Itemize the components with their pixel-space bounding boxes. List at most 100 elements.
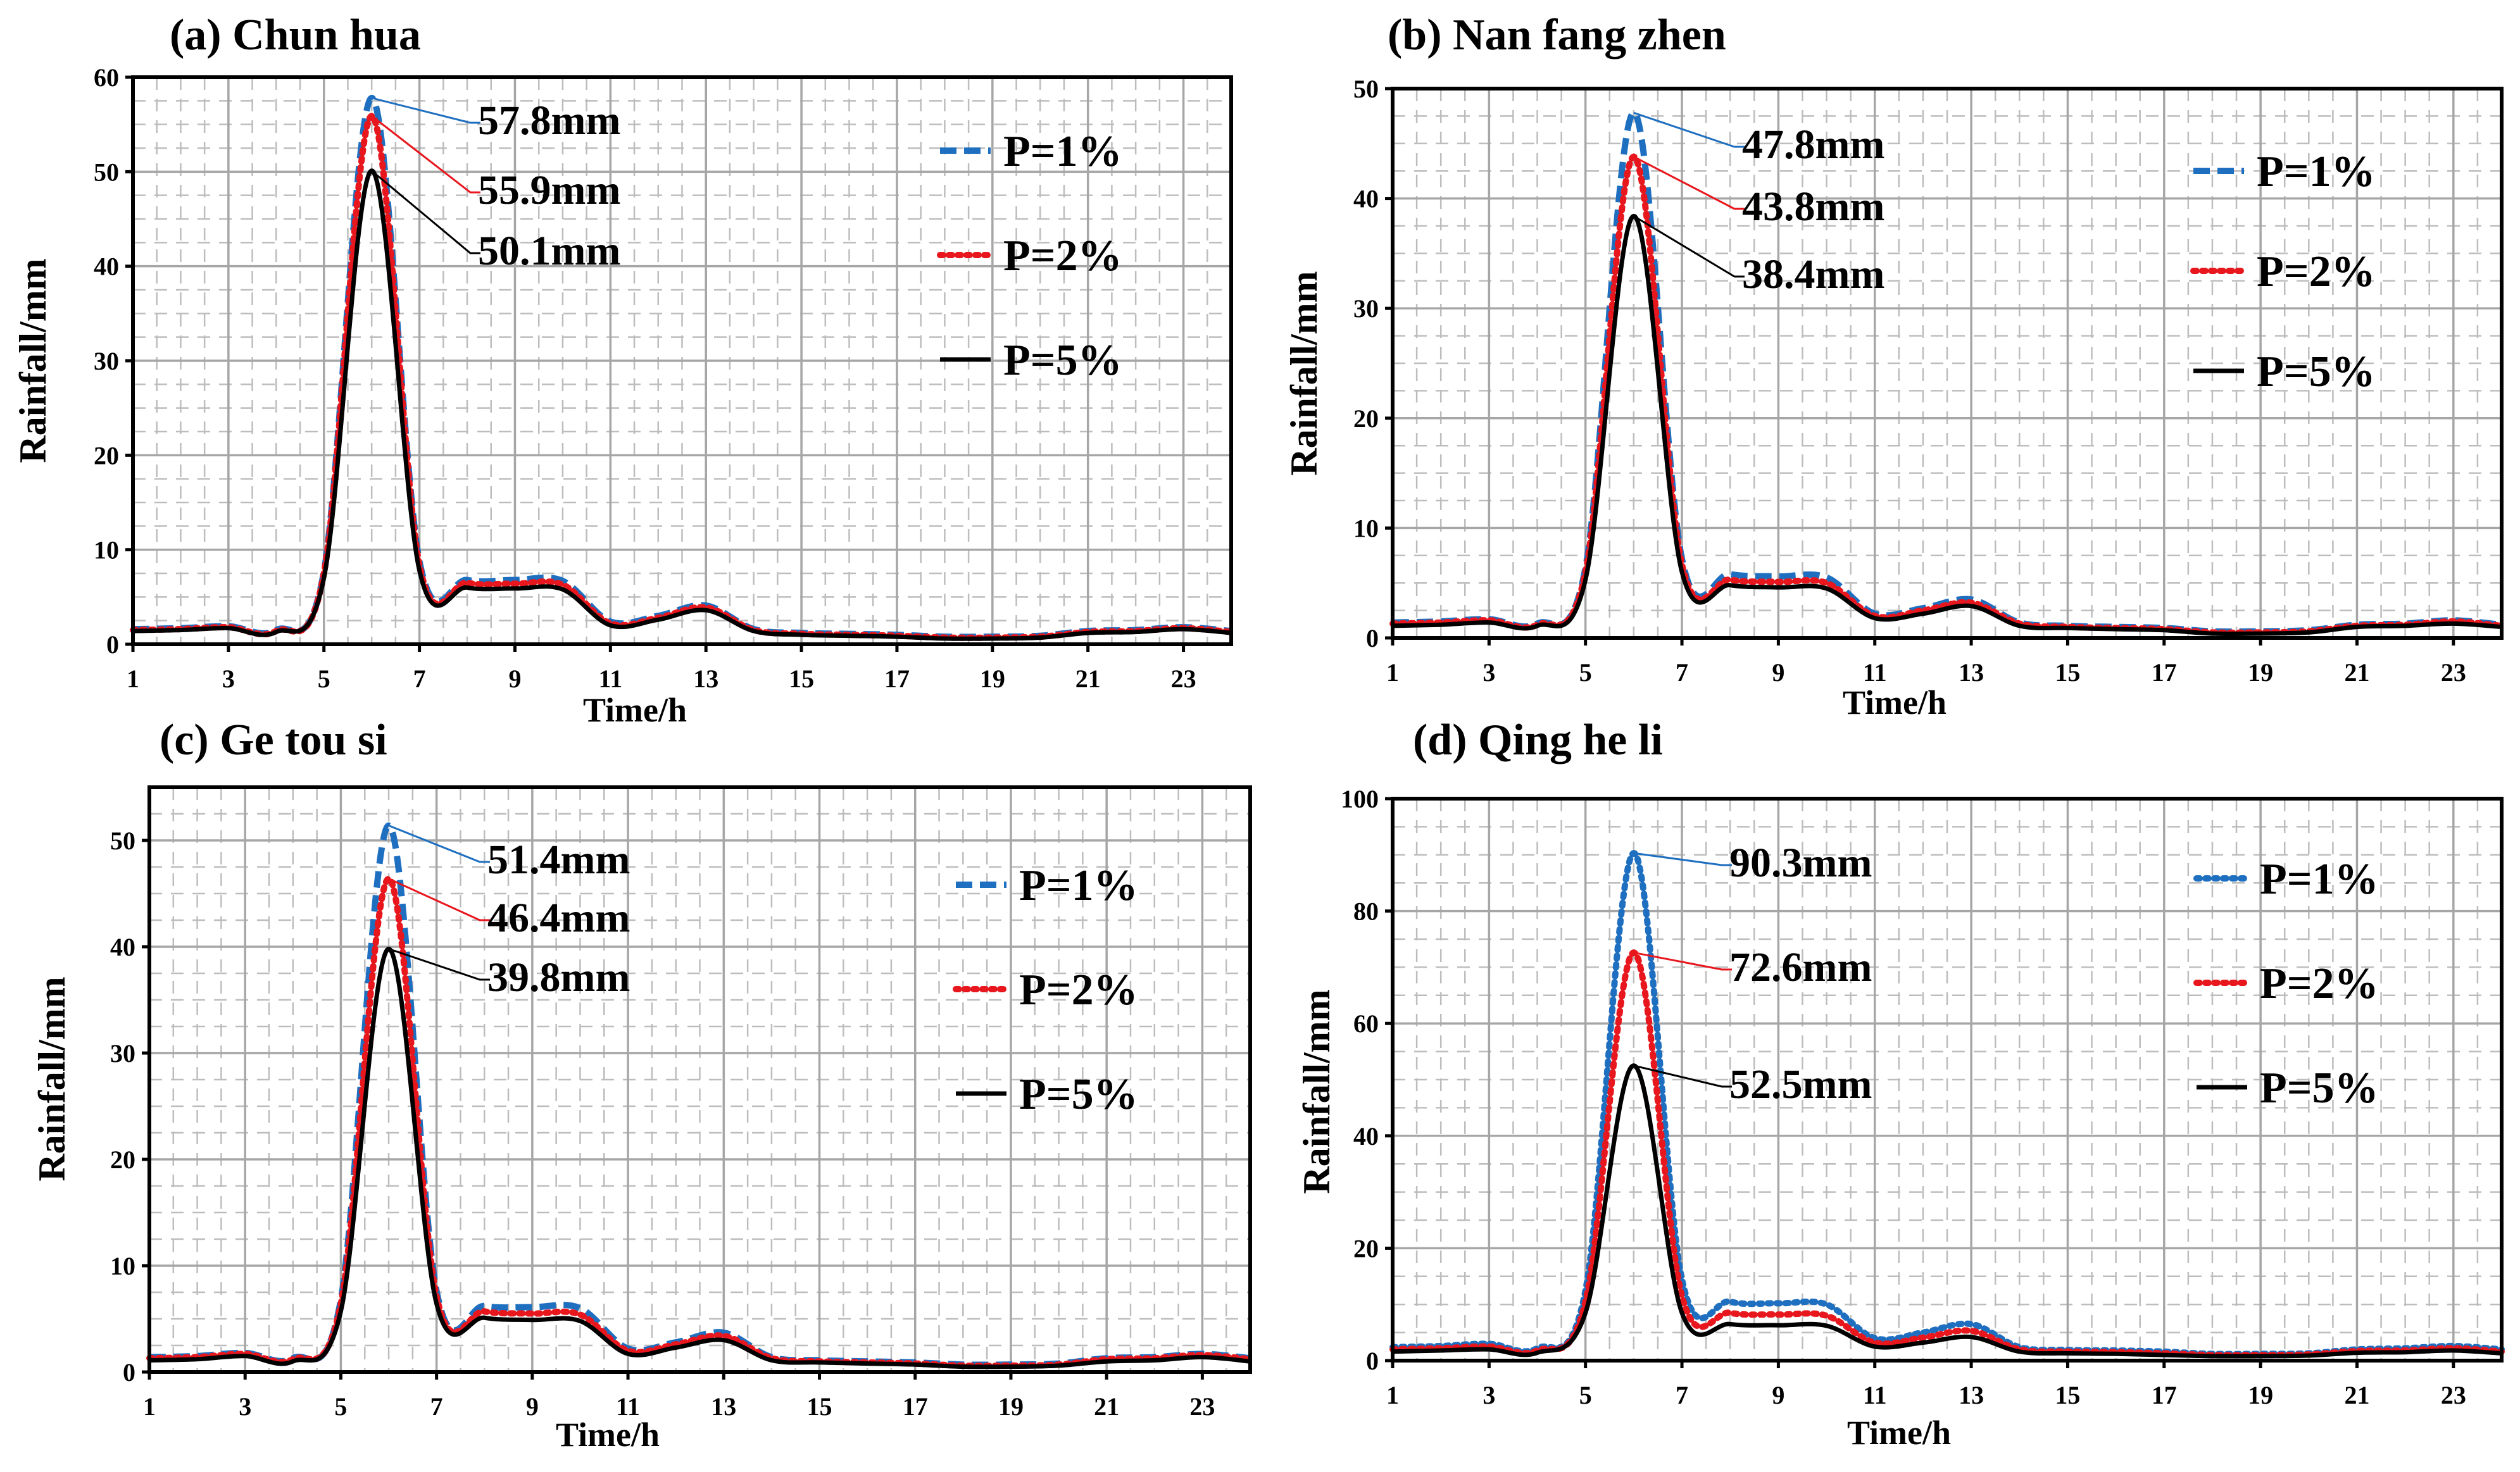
legend-label: P=2% — [2260, 959, 2379, 1008]
x-axis-label: Time/h — [583, 691, 687, 729]
x-tick-label: 7 — [1676, 658, 1688, 687]
y-axis-label: Rainfall/mm — [31, 976, 73, 1181]
plot-frame — [1391, 797, 2504, 1363]
x-tick-label: 21 — [1094, 1392, 1119, 1421]
x-tick-label: 5 — [1579, 1381, 1592, 1409]
y-axis-label: Rainfall/mm — [1283, 271, 1325, 475]
x-tick-label: 21 — [2344, 658, 2369, 687]
legend-label: P=2% — [2257, 247, 2376, 296]
y-tick-label: 10 — [94, 536, 119, 564]
peak-annotation: 51.4mm — [487, 837, 630, 883]
x-tick-label: 23 — [2441, 1381, 2466, 1409]
chart-title: (b) Nan fang zhen — [1388, 11, 1726, 59]
x-tick-label: 9 — [1772, 1381, 1784, 1409]
x-tick-label: 9 — [508, 664, 521, 693]
x-tick-label: 3 — [239, 1392, 251, 1421]
y-tick-label: 80 — [1353, 897, 1379, 926]
x-tick-label: 7 — [413, 664, 426, 693]
peak-annotation: 50.1mm — [478, 228, 620, 274]
annotation-leader-line — [1633, 951, 1732, 971]
x-tick-label: 7 — [1676, 1381, 1688, 1409]
legend-label: P=1% — [1003, 127, 1122, 176]
y-axis-label: Rainfall/mm — [12, 258, 54, 463]
x-tick-label: 5 — [318, 664, 330, 693]
series-line-p5 — [1392, 1063, 2502, 1359]
x-tick-label: 17 — [2152, 658, 2177, 687]
series-line-p5 — [149, 946, 1251, 1369]
y-tick-label: 50 — [1353, 75, 1379, 103]
x-tick-label: 3 — [222, 664, 235, 693]
y-tick-label: 40 — [110, 933, 135, 961]
x-tick-label: 23 — [2441, 658, 2466, 687]
series-line-p5 — [132, 168, 1232, 641]
peak-annotation: 46.4mm — [487, 895, 630, 941]
x-tick-label: 11 — [1863, 1381, 1887, 1409]
y-tick-label: 20 — [110, 1145, 135, 1174]
peak-annotation: 52.5mm — [1729, 1061, 1872, 1107]
y-tick-label: 60 — [1353, 1009, 1379, 1038]
x-tick-label: 5 — [334, 1392, 347, 1421]
legend-label: P=1% — [2260, 855, 2379, 904]
y-tick-label: 40 — [1353, 1122, 1379, 1151]
y-tick-label: 60 — [94, 63, 119, 92]
annotation-leader-line — [388, 947, 490, 981]
annotation-leader-line — [1633, 156, 1745, 210]
peak-annotation: 39.8mm — [487, 954, 630, 1001]
chart-title: (a) Chun hua — [170, 11, 421, 59]
y-tick-label: 40 — [1353, 185, 1379, 213]
x-tick-label: 9 — [526, 1392, 539, 1421]
y-tick-label: 0 — [106, 630, 119, 659]
y-tick-label: 50 — [94, 158, 119, 186]
y-tick-label: 20 — [1353, 404, 1379, 433]
peak-annotation: 38.4mm — [1742, 251, 1884, 297]
x-tick-label: 13 — [1959, 1381, 1984, 1409]
legend-label: P=1% — [1019, 861, 1138, 910]
y-axis-label: Rainfall/mm — [1296, 989, 1338, 1194]
annotation-leader-line — [371, 115, 480, 194]
legend-label: P=5% — [2260, 1064, 2379, 1113]
x-tick-label: 17 — [903, 1392, 928, 1421]
y-tick-label: 50 — [110, 826, 135, 855]
annotation-leader-line — [1633, 215, 1745, 278]
annotation-leader-line — [1633, 1064, 1732, 1088]
peak-annotation: 47.8mm — [1742, 122, 1884, 168]
x-tick-label: 15 — [2055, 1381, 2080, 1409]
y-tick-label: 30 — [94, 347, 119, 375]
y-tick-label: 40 — [94, 253, 119, 281]
x-tick-label: 1 — [1386, 1381, 1399, 1409]
x-tick-label: 13 — [693, 664, 718, 693]
x-tick-label: 15 — [789, 664, 814, 693]
x-tick-label: 3 — [1483, 1381, 1495, 1409]
x-tick-label: 19 — [2248, 658, 2273, 687]
x-tick-label: 1 — [127, 664, 139, 693]
chart-title: (c) Ge tou si — [160, 716, 387, 764]
x-tick-label: 13 — [1959, 658, 1984, 687]
legend-label: P=5% — [1019, 1070, 1138, 1119]
peak-annotation: 43.8mm — [1742, 184, 1884, 230]
y-tick-label: 20 — [94, 441, 119, 470]
x-tick-label: 15 — [2055, 658, 2080, 687]
series-line-p5 — [1392, 213, 2502, 636]
y-tick-label: 100 — [1341, 785, 1379, 813]
annotation-leader-line — [371, 170, 480, 254]
x-tick-label: 17 — [2152, 1381, 2177, 1409]
plot-frame — [1391, 87, 2504, 640]
x-tick-label: 21 — [1075, 664, 1101, 693]
x-tick-label: 9 — [1772, 658, 1784, 687]
legend-label: P=1% — [2257, 147, 2376, 196]
x-axis-label: Time/h — [1847, 1414, 1951, 1452]
peak-annotation: 72.6mm — [1729, 944, 1872, 990]
x-tick-label: 11 — [1863, 658, 1887, 687]
x-tick-label: 19 — [998, 1392, 1024, 1421]
x-tick-label: 23 — [1189, 1392, 1215, 1421]
x-tick-label: 7 — [430, 1392, 443, 1421]
x-tick-label: 1 — [143, 1392, 156, 1421]
peak-annotation: 57.8mm — [478, 97, 620, 144]
x-tick-label: 17 — [884, 664, 910, 693]
y-tick-label: 10 — [110, 1252, 135, 1280]
